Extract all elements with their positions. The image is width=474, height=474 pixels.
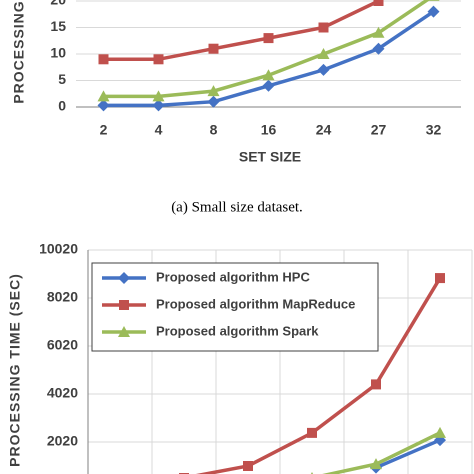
marker xyxy=(427,5,440,18)
marker xyxy=(307,427,317,438)
y-tick-label: 2020 xyxy=(47,433,78,449)
marker xyxy=(435,273,445,284)
y-tick-label: 10020 xyxy=(39,241,78,257)
legend-marker xyxy=(118,272,130,284)
marker xyxy=(373,0,384,6)
x-tick-label: 24 xyxy=(316,122,332,138)
marker xyxy=(208,43,219,54)
marker xyxy=(97,90,110,102)
y-axis-label: PROCESSING xyxy=(11,0,27,103)
marker xyxy=(263,33,274,44)
legend-label: Proposed algorithm HPC xyxy=(156,269,310,284)
caption: (a) Small size dataset. xyxy=(171,199,303,215)
y-tick-label: 10 xyxy=(50,45,66,61)
marker xyxy=(427,0,440,1)
x-tick-label: 27 xyxy=(371,122,387,138)
series-line xyxy=(375,438,441,470)
marker xyxy=(317,63,330,76)
y-tick-label: 8020 xyxy=(47,289,78,305)
marker xyxy=(372,26,385,38)
marker xyxy=(372,42,385,55)
marker xyxy=(262,79,275,92)
legend-marker xyxy=(118,326,130,337)
marker xyxy=(207,85,220,97)
y-tick-label: 6020 xyxy=(47,337,78,353)
y-tick-label: 15 xyxy=(50,18,66,34)
x-axis-label: SET SIZE xyxy=(239,149,301,165)
legend-label: Proposed algorithm Spark xyxy=(156,323,319,338)
marker xyxy=(317,48,330,59)
marker xyxy=(152,90,165,102)
marker xyxy=(243,461,253,471)
marker xyxy=(207,95,220,108)
marker xyxy=(97,99,110,112)
y-tick-label: 5 xyxy=(58,71,66,87)
marker xyxy=(262,69,275,81)
marker xyxy=(152,99,165,112)
marker xyxy=(318,22,329,33)
x-tick-label: 32 xyxy=(426,122,442,138)
y-tick-label: 20 xyxy=(50,0,66,8)
legend-marker xyxy=(119,300,129,310)
marker xyxy=(98,54,109,65)
y-tick-label: 4020 xyxy=(47,385,78,401)
series-line xyxy=(103,0,380,62)
marker xyxy=(371,379,381,390)
x-tick-label: 8 xyxy=(210,122,218,138)
marker xyxy=(370,458,382,470)
x-tick-label: 2 xyxy=(100,122,108,138)
y-axis-label: PROCESSING TIME (SEC) xyxy=(7,273,23,467)
marker xyxy=(434,426,446,438)
y-tick-label: 0 xyxy=(58,98,66,114)
marker xyxy=(153,54,164,65)
x-tick-label: 4 xyxy=(155,122,163,138)
x-tick-label: 16 xyxy=(261,122,277,138)
legend-label: Proposed algorithm MapReduce xyxy=(156,296,355,311)
